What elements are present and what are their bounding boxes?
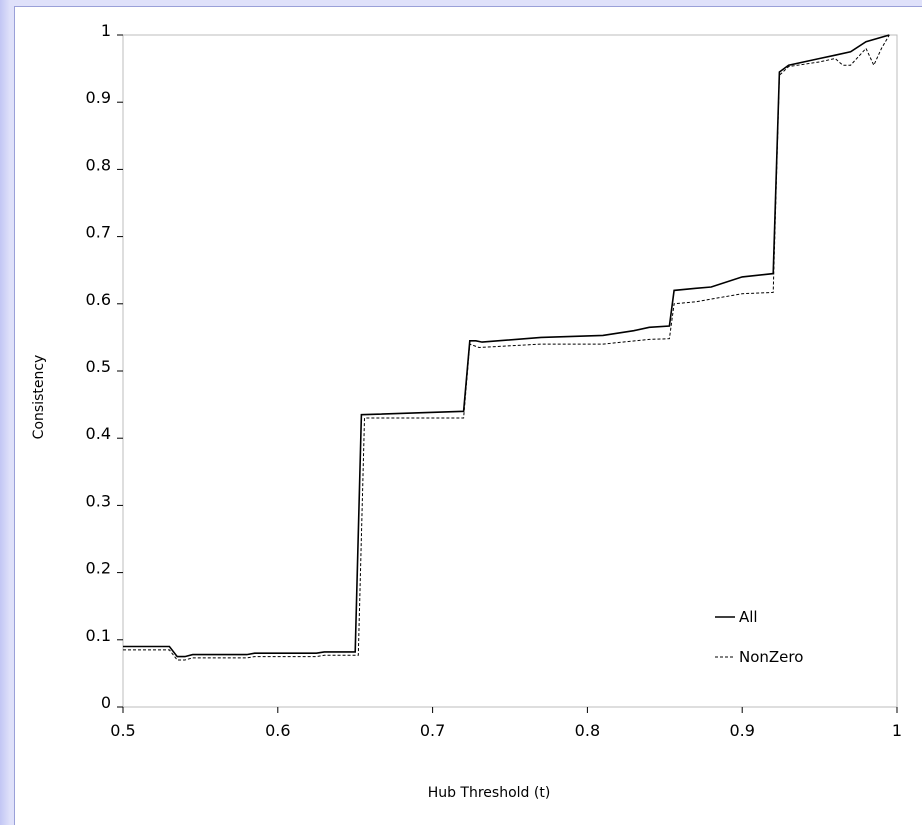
line-chart: 0.5 0.6 0.7 0.8 0.9 1 0 0.1 0.2 0.3 0.4 0.5 0.6 0.7 0.…	[31, 21, 903, 801]
x-tick-label: 0.8	[575, 721, 600, 740]
y-tick-label: 0	[101, 693, 111, 712]
y-tick-label: 0.6	[86, 290, 111, 309]
x-tick-label: 0.6	[265, 721, 290, 740]
y-tick-label: 0.9	[86, 88, 111, 107]
legend: All NonZero	[715, 608, 803, 666]
x-tick-label: 0.7	[420, 721, 445, 740]
x-tick-label: 1	[892, 721, 902, 740]
y-tick-label: 0.3	[86, 491, 111, 510]
y-tick-label: 0.5	[86, 357, 111, 376]
x-axis-title: Hub Threshold (t)	[428, 785, 551, 801]
legend-label-nonzero: NonZero	[739, 648, 803, 666]
x-tick-label: 0.5	[110, 721, 135, 740]
axis-ticks: 0.5 0.6 0.7 0.8 0.9 1 0 0.1 0.2 0.3 0.4 0.5 0.6 0.7 0.…	[86, 21, 903, 740]
chart-panel: 0.5 0.6 0.7 0.8 0.9 1 0 0.1 0.2 0.3 0.4 0.5 0.6 0.7 0.…	[14, 6, 922, 825]
legend-label-all: All	[739, 608, 758, 626]
y-axis-title: Consistency	[31, 355, 47, 440]
series-layer	[123, 34, 890, 661]
y-tick-label: 0.2	[86, 559, 111, 578]
y-tick-label: 0.4	[86, 424, 111, 443]
y-tick-label: 0.8	[86, 155, 111, 174]
plot-border	[122, 34, 898, 708]
series-line-nonzero	[123, 34, 890, 661]
y-tick-label: 0.1	[86, 626, 111, 645]
y-tick-label: 1	[101, 21, 111, 40]
x-tick-label: 0.9	[729, 721, 754, 740]
series-line-all	[123, 34, 890, 658]
y-tick-label: 0.7	[86, 223, 111, 242]
